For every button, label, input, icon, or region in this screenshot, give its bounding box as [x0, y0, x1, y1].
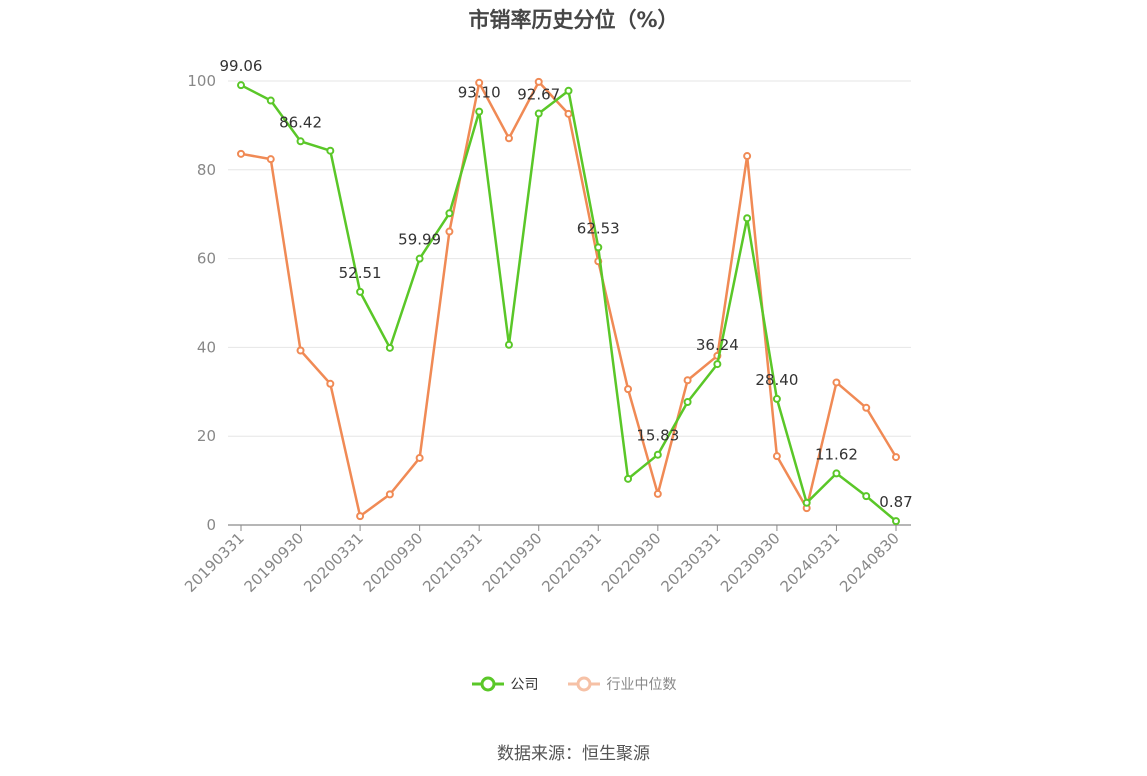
x-tick-label: 20200930 [360, 529, 427, 596]
company-point [594, 243, 603, 252]
x-axis: 2019033120190930202003312020093020210331… [181, 524, 911, 596]
industry-median-point [862, 403, 871, 412]
industry-median-point [237, 149, 245, 158]
chart-title: 市销率历史分位（%） [468, 8, 679, 32]
x-tick-label: 20220930 [598, 529, 665, 596]
y-tick-label: 20 [197, 427, 216, 445]
data-label: 0.87 [879, 493, 912, 511]
company-point [475, 107, 484, 116]
y-tick-label: 0 [206, 516, 216, 534]
legend: 公司 行业中位数 [0, 674, 1147, 694]
x-tick-label: 20230331 [657, 529, 724, 596]
company-point [713, 360, 722, 369]
data-label: 52.51 [339, 264, 382, 282]
company-point [296, 137, 305, 146]
company-point [743, 214, 752, 223]
company-point [237, 81, 245, 90]
legend-item-industry-median[interactable]: 行业中位数 [567, 674, 677, 694]
company-point [356, 287, 365, 296]
company-point [326, 146, 335, 155]
series-company [237, 81, 900, 526]
company-point [653, 450, 662, 459]
industry-median-point [653, 489, 662, 498]
industry-median-point [892, 453, 900, 462]
legend-company-label: 公司 [510, 677, 539, 693]
company-point [892, 517, 900, 526]
x-tick-label: 20220331 [538, 529, 605, 596]
company-point [385, 343, 394, 352]
company-point [624, 474, 633, 483]
y-tick-label: 80 [197, 161, 216, 179]
y-tick-label: 60 [197, 250, 216, 268]
y-tick-label: 40 [197, 338, 216, 356]
company-line [240, 84, 897, 523]
industry-median-point [832, 378, 841, 387]
industry-median-point [772, 452, 781, 461]
company-point [802, 498, 811, 507]
x-tick-label: 20210331 [419, 529, 486, 596]
data-labels: 99.06 86.42 52.51 59.99 93.10 92.67 62.53 15.83… [220, 57, 913, 511]
legend-industry-marker [567, 676, 600, 692]
industry-median-point [743, 152, 752, 161]
industry-median-line [240, 80, 898, 518]
data-label: 62.53 [577, 219, 620, 237]
x-tick-label: 20200331 [300, 529, 367, 596]
industry-median-point [564, 109, 573, 118]
data-label: 15.83 [636, 427, 679, 445]
company-point [415, 254, 424, 263]
industry-median-point [504, 134, 513, 143]
x-tick-label: 20240331 [777, 529, 844, 596]
series-industry-median [237, 77, 900, 521]
company-point [564, 86, 573, 95]
industry-median-point [326, 379, 335, 388]
industry-median-point [296, 346, 305, 355]
x-tick-label: 20230930 [717, 529, 784, 596]
company-point [504, 340, 513, 349]
x-tick-label: 20240830 [836, 529, 903, 596]
x-tick-label: 20190331 [181, 529, 248, 596]
x-tick-label: 20190930 [241, 529, 308, 596]
legend-industry-label: 行业中位数 [606, 677, 677, 693]
industry-median-point [475, 78, 484, 87]
data-label: 59.99 [398, 231, 441, 249]
industry-median-point [266, 155, 275, 164]
company-point [266, 96, 275, 105]
industry-median-point [415, 453, 424, 462]
company-point [862, 492, 871, 501]
data-label: 36.24 [696, 336, 739, 354]
data-source-note: 数据来源：恒生聚源 [497, 744, 650, 764]
x-tick-label: 20210930 [479, 529, 546, 596]
y-axis: 0 20 40 60 80 100 [187, 72, 216, 534]
industry-median-point [385, 490, 394, 499]
company-point [445, 209, 454, 218]
company-point [534, 109, 543, 118]
data-label: 86.42 [279, 113, 322, 131]
legend-company-marker [471, 676, 504, 692]
industry-median-point [356, 512, 365, 521]
company-point [683, 398, 692, 407]
company-point [772, 394, 781, 403]
y-tick-label: 100 [187, 72, 216, 90]
legend-item-company[interactable]: 公司 [471, 674, 539, 694]
data-label: 28.40 [755, 371, 798, 389]
data-label: 92.67 [517, 86, 560, 104]
company-point [832, 469, 841, 478]
data-label: 93.10 [458, 84, 501, 102]
industry-median-point [624, 385, 633, 394]
industry-median-point [683, 376, 692, 385]
industry-median-point [534, 77, 543, 86]
data-label: 99.06 [220, 57, 263, 75]
data-label: 11.62 [815, 445, 858, 463]
industry-median-point [445, 227, 454, 236]
